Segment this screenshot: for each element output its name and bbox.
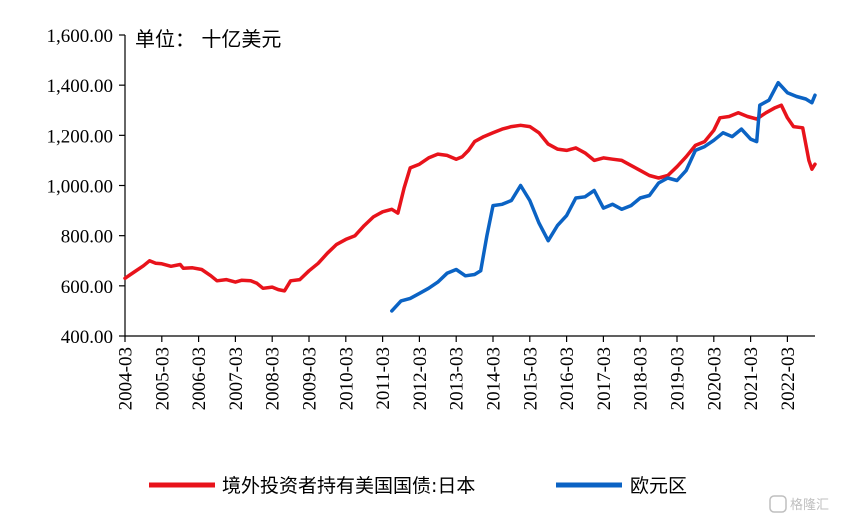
- y-tick-label: 600.00: [61, 277, 113, 298]
- x-tick-label: 2014-03: [484, 347, 505, 410]
- y-tick-label: 1,600.00: [47, 26, 114, 47]
- chart-axes: [124, 35, 815, 337]
- x-tick-label: 2009-03: [300, 347, 321, 410]
- y-tick-label: 400.00: [61, 327, 113, 348]
- y-tick-label: 1,200.00: [47, 126, 114, 147]
- x-tick-label: 2011-03: [373, 347, 394, 410]
- x-tick-label: 2013-03: [447, 347, 468, 410]
- series-lines: [123, 80, 817, 313]
- y-axis-ticks: 400.00 600.00 800.00 1,000.00 1,200.00 1,400.…: [47, 26, 125, 348]
- x-tick-label: 2008-03: [263, 347, 284, 410]
- x-tick-label: 2016-03: [557, 347, 578, 410]
- x-tick-label: 2010-03: [336, 347, 357, 410]
- x-tick-label: 2012-03: [410, 347, 431, 410]
- y-tick-label: 800.00: [61, 227, 113, 248]
- series-line-eurozone: [390, 80, 817, 313]
- legend: 境外投资者持有美国国债:日本 欧元区: [149, 475, 687, 497]
- x-tick-label: 2022-03: [778, 347, 799, 410]
- x-tick-label: 2007-03: [226, 347, 247, 410]
- watermark-text: 格隆汇: [790, 497, 829, 513]
- y-tick-label: 1,400.00: [47, 76, 114, 97]
- y-tick-label: 1,000.00: [47, 177, 114, 198]
- x-tick-label: 2021-03: [741, 347, 762, 410]
- x-tick-label: 2004-03: [116, 347, 137, 410]
- x-tick-label: 2019-03: [668, 347, 689, 410]
- legend-label-eurozone: 欧元区: [630, 475, 687, 497]
- x-axis-ticks: 2004-03 2005-03 2006-03 2007-03 2008-03 2009-…: [116, 336, 799, 410]
- x-tick-label: 2020-03: [704, 347, 725, 410]
- legend-label-japan: 境外投资者持有美国国债:日本: [222, 475, 475, 497]
- series-line-japan: [123, 103, 817, 293]
- x-tick-label: 2006-03: [189, 347, 210, 410]
- watermark-logo-icon: [769, 495, 787, 513]
- x-tick-label: 2015-03: [520, 347, 541, 410]
- x-tick-label: 2005-03: [152, 347, 173, 410]
- watermark: 格隆汇: [769, 495, 829, 513]
- x-tick-label: 2018-03: [631, 347, 652, 410]
- unit-label: 单位： 十亿美元: [135, 27, 281, 51]
- x-tick-label: 2017-03: [594, 347, 615, 410]
